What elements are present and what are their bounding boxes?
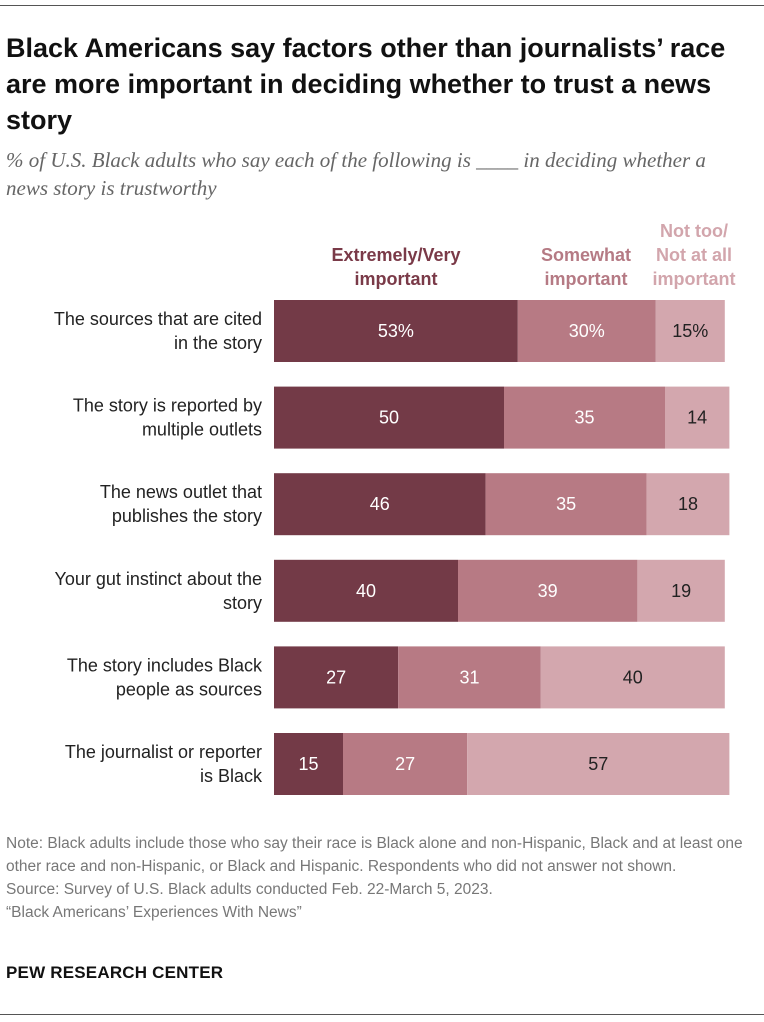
value-label-news-outlet-series-3: 18 (678, 494, 698, 514)
legend-not-too-line1: Not too/ (660, 221, 728, 241)
bar-gut-instinct-series-2 (458, 559, 638, 622)
legend-somewhat: Somewhat important (530, 243, 642, 291)
source-text: Source: Survey of U.S. Black adults cond… (6, 881, 493, 898)
value-label-multiple-outlets-series-3: 14 (687, 408, 707, 428)
bar-multiple-outlets-series-3 (665, 386, 730, 449)
bar-news-outlet-series-1 (274, 473, 486, 536)
top-rule (0, 5, 764, 6)
report-title: “Black Americans’ Experiences With News” (6, 904, 302, 921)
legend-somewhat-line2: important (544, 269, 628, 289)
bar-black-sources-series-1 (274, 646, 399, 709)
value-label-sources-cited-series-3: 15% (672, 321, 708, 341)
bar-black-journalist-series-2 (343, 733, 468, 795)
bar-gut-instinct-series-1 (274, 559, 458, 622)
notes: Note: Black adults include those who say… (6, 832, 751, 924)
value-label-black-sources-series-2: 31 (459, 667, 479, 687)
chart-title: Black Americans say factors other than j… (6, 33, 726, 135)
stacked-bar-chart: The sources that are cited in the story 53… (54, 300, 730, 795)
category-label-gut-instinct: Your gut instinct about the story (55, 569, 262, 613)
value-label-news-outlet-series-1: 46 (370, 494, 390, 514)
legend-not-too-line2: Not at all (655, 245, 732, 265)
legend-extremely-very-line1: Extremely/Very (331, 245, 461, 265)
bar-sources-cited-series-1 (274, 300, 518, 362)
note-text: Note: Black adults include those who say… (6, 835, 743, 875)
category-label-black-sources: The story includes Black people as source… (67, 655, 263, 699)
category-label-news-outlet: The news outlet that publishes the story (100, 482, 262, 526)
value-label-gut-instinct-series-3: 19 (671, 581, 691, 601)
value-label-news-outlet-series-2: 35 (556, 494, 576, 514)
category-label-multiple-outlets: The story is reported by multiple outlets (73, 396, 262, 440)
legend-extremely-very-line2: important (354, 269, 438, 289)
value-label-black-journalist-series-1: 15 (298, 754, 318, 774)
legend-extremely-very: Extremely/Very important (306, 243, 486, 291)
bar-news-outlet-series-2 (485, 473, 647, 536)
value-label-black-sources-series-3: 40 (623, 667, 643, 687)
bar-sources-cited-series-3 (655, 300, 725, 362)
value-label-black-sources-series-1: 27 (326, 667, 346, 687)
bar-multiple-outlets-series-1 (274, 386, 504, 449)
chart-subtitle: % of U.S. Black adults who say each of t… (6, 148, 706, 200)
bar-news-outlet-series-3 (646, 473, 730, 536)
bar-multiple-outlets-series-2 (504, 386, 665, 449)
value-label-sources-cited-series-2: 30% (569, 321, 605, 341)
value-label-gut-instinct-series-1: 40 (356, 581, 376, 601)
value-label-gut-instinct-series-2: 39 (538, 581, 558, 601)
value-label-multiple-outlets-series-2: 35 (574, 408, 594, 428)
bar-black-sources-series-3 (540, 646, 725, 709)
value-label-multiple-outlets-series-1: 50 (379, 408, 399, 428)
legend-not-too: Not too/ Not at all important (644, 219, 744, 291)
category-label-black-journalist: The journalist or reporter is Black (65, 742, 263, 786)
bar-sources-cited-series-2 (517, 300, 656, 362)
bar-black-sources-series-2 (398, 646, 541, 709)
legend-not-too-line3: important (652, 269, 736, 289)
category-label-sources-cited: The sources that are cited in the story (54, 309, 262, 353)
brand-logo-text: PEW RESEARCH CENTER (6, 963, 224, 982)
bar-black-journalist-series-1 (274, 733, 343, 795)
bar-black-journalist-series-3 (467, 733, 730, 795)
value-label-sources-cited-series-1: 53% (378, 321, 414, 341)
value-label-black-journalist-series-2: 27 (395, 754, 415, 774)
bottom-rule (0, 1014, 764, 1015)
bar-gut-instinct-series-3 (637, 559, 725, 622)
legend-somewhat-line1: Somewhat (540, 245, 632, 265)
value-label-black-journalist-series-3: 57 (588, 754, 608, 774)
